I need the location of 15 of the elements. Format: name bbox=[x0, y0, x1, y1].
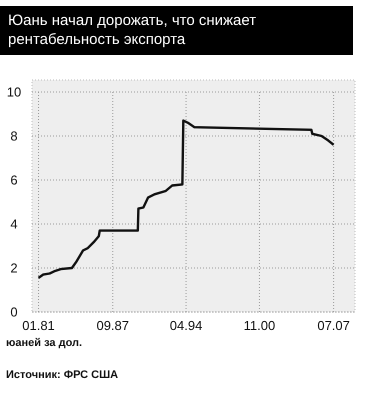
y-tick-label: 0 bbox=[10, 304, 18, 320]
chart-title: Юань начал дорожать, что снижает рентабельность экспорта bbox=[0, 6, 353, 55]
y-axis-title: юаней за дол. bbox=[6, 337, 82, 349]
line-series bbox=[37, 119, 335, 280]
x-tick-label: 09.87 bbox=[96, 318, 130, 333]
y-tick-label: 6 bbox=[10, 172, 18, 188]
x-tick-label: 11.00 bbox=[244, 318, 276, 333]
x-tick-label: 01.81 bbox=[22, 318, 55, 333]
y-tick-label: 4 bbox=[10, 216, 18, 232]
x-tick-label: 07.07 bbox=[317, 318, 350, 333]
y-tick-label: 8 bbox=[10, 128, 18, 144]
text: Источник: ФРС США bbox=[6, 369, 118, 381]
y-tick-label: 10 bbox=[6, 84, 22, 100]
y-tick-label: 2 bbox=[10, 260, 18, 276]
x-tick-label: 04.94 bbox=[170, 318, 202, 333]
